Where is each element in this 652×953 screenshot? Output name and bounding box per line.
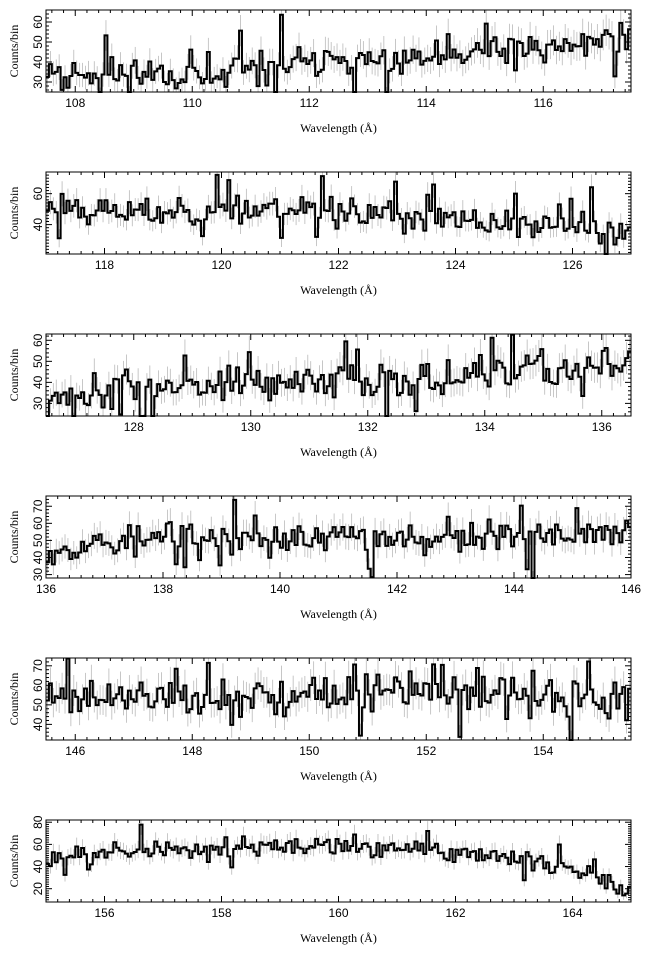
y-axis-label: Counts/bin [7, 25, 21, 78]
y-tick-label: 40 [31, 218, 45, 232]
x-tick-label: 136 [36, 582, 56, 596]
x-tick-label: 142 [387, 582, 407, 596]
y-tick-label: 70 [31, 659, 45, 673]
x-tick-label: 126 [562, 258, 582, 272]
x-tick-label: 136 [592, 420, 612, 434]
x-axis-label: Wavelength (Å) [300, 931, 377, 945]
x-tick-label: 108 [65, 96, 85, 110]
y-axis-label: Counts/bin [7, 187, 21, 240]
x-tick-label: 134 [475, 420, 495, 434]
y-tick-label: 20 [31, 882, 45, 896]
x-tick-label: 148 [182, 744, 202, 758]
x-tick-label: 114 [417, 96, 436, 110]
y-tick-label: 60 [31, 187, 45, 201]
x-tick-label: 160 [328, 906, 348, 920]
x-axis-label: Wavelength (Å) [300, 607, 377, 621]
y-tick-label: 50 [31, 35, 45, 49]
x-tick-label: 128 [124, 420, 144, 434]
spectrum-panel-5: 146 148 150 152 154 40 50 60 70 Wavelength (Å) Cou… [7, 657, 632, 783]
spectrum-histogram [46, 333, 631, 417]
y-tick-label: 30 [31, 568, 45, 582]
spectrum-panel-3: 128 130 132 134 136 30 40 50 60 Wavelength (Å) Cou… [7, 333, 632, 459]
x-tick-label: 110 [183, 96, 202, 110]
x-axis-label: Wavelength (Å) [300, 769, 377, 783]
x-tick-label: 122 [328, 258, 348, 272]
x-tick-label: 130 [241, 420, 261, 434]
spectrum-panel-2: 118 120 122 124 126 40 60 Wavelength (Å) Counts/… [7, 171, 632, 297]
x-tick-label: 144 [504, 582, 524, 596]
spectrum-panel-4: 136 138 140 142 144 146 30 40 50 60 70 Wavelength (… [7, 495, 641, 621]
y-tick-label: 50 [31, 698, 45, 712]
y-tick-label: 40 [31, 860, 45, 874]
y-tick-label: 50 [31, 533, 45, 547]
x-tick-label: 156 [94, 906, 114, 920]
y-tick-label: 80 [31, 815, 45, 829]
y-tick-label: 70 [31, 499, 45, 513]
x-axis-label: Wavelength (Å) [300, 121, 377, 135]
plot-frame [45, 9, 632, 93]
x-tick-label: 164 [562, 906, 582, 920]
x-axis-label: Wavelength (Å) [300, 445, 377, 459]
y-tick-label: 40 [31, 717, 45, 731]
x-tick-label: 116 [534, 96, 553, 110]
x-tick-label: 162 [445, 906, 465, 920]
spectrum-histogram [46, 498, 631, 579]
y-tick-label: 60 [31, 333, 45, 347]
x-axis-label: Wavelength (Å) [300, 283, 377, 297]
y-tick-label: 60 [31, 837, 45, 851]
y-axis-label: Counts/bin [7, 673, 21, 726]
x-tick-label: 146 [621, 582, 641, 596]
y-axis-label: Counts/bin [7, 835, 21, 888]
x-tick-label: 146 [65, 744, 85, 758]
y-axis-label: Counts/bin [7, 511, 21, 564]
error-bars [47, 820, 630, 900]
x-tick-label: 138 [153, 582, 173, 596]
y-tick-label: 30 [31, 75, 45, 89]
y-axis-label: Counts/bin [7, 349, 21, 402]
plot-frame [45, 333, 632, 417]
y-tick-label: 30 [31, 396, 45, 410]
spectrum-histogram [46, 173, 631, 255]
error-bars [47, 10, 630, 92]
y-tick-label: 60 [31, 15, 45, 29]
spectrum-panel-6: 156 158 160 162 164 20 40 60 80 Wavelength (Å) Cou… [7, 815, 632, 945]
y-tick-label: 60 [31, 516, 45, 530]
y-tick-label: 40 [31, 375, 45, 389]
spectrum-histogram [46, 823, 631, 897]
plot-frame [45, 657, 632, 741]
x-tick-label: 150 [299, 744, 319, 758]
y-tick-label: 60 [31, 678, 45, 692]
x-tick-label: 118 [95, 258, 114, 272]
y-tick-label: 40 [31, 551, 45, 565]
x-tick-label: 120 [211, 258, 231, 272]
error-bars [49, 334, 630, 416]
x-tick-label: 154 [533, 744, 553, 758]
x-tick-label: 158 [211, 906, 231, 920]
spectrum-panel-1: 108 110 112 114 116 30 40 50 60 Wavelength (Å) Cou… [7, 9, 632, 135]
spectrum-histogram [46, 657, 631, 741]
x-tick-label: 140 [270, 582, 290, 596]
y-tick-label: 40 [31, 55, 45, 69]
x-tick-label: 132 [358, 420, 378, 434]
x-tick-label: 124 [445, 258, 465, 272]
spectrum-histogram [46, 13, 631, 93]
y-tick-label: 50 [31, 354, 45, 368]
x-tick-label: 152 [416, 744, 436, 758]
x-tick-label: 112 [300, 96, 319, 110]
